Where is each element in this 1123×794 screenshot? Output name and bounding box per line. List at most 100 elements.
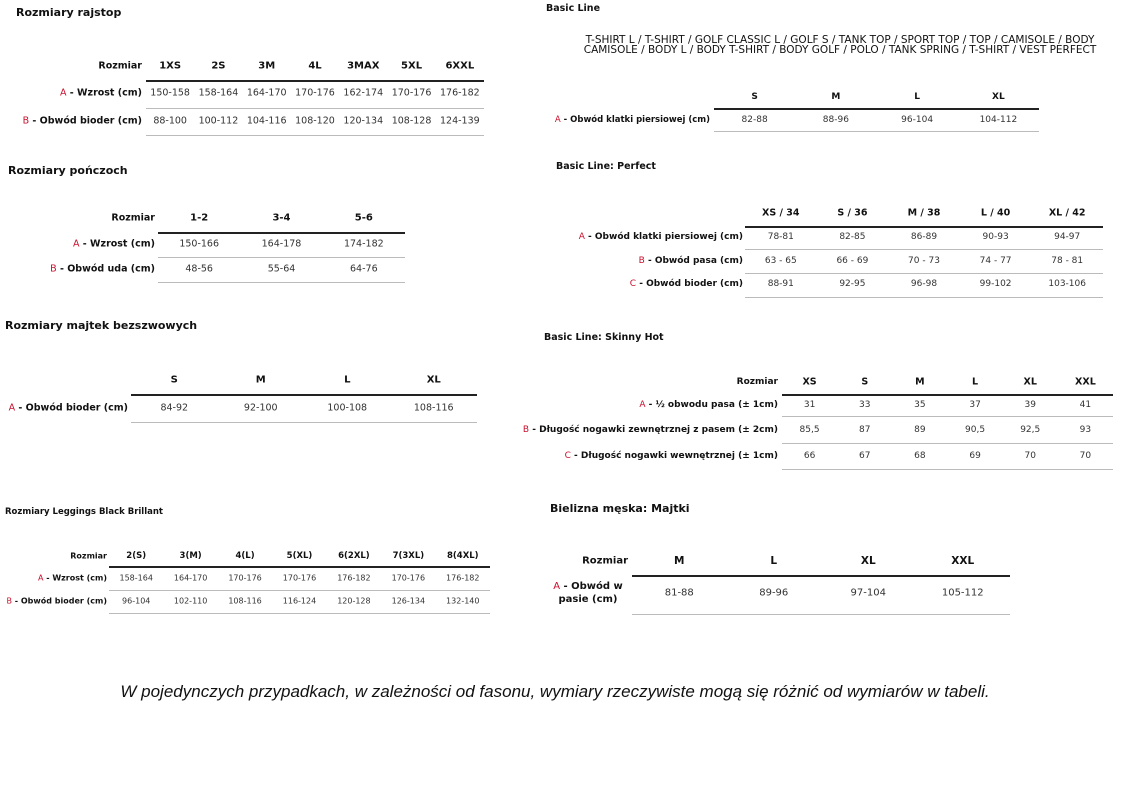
row-divider: [745, 297, 1103, 298]
row-letter: A: [37, 573, 44, 583]
table-cell: 99-102: [979, 279, 1012, 289]
size-column-header: 3M: [258, 60, 276, 72]
size-column-header: XS: [802, 376, 817, 388]
row-label: C - Długość nogawki wewnętrznej (± 1cm): [448, 451, 778, 461]
table-cell: 88-96: [822, 115, 849, 125]
size-column-header: XL / 42: [1048, 207, 1086, 219]
table-cell: 150-158: [150, 87, 190, 99]
size-column-header: M: [831, 92, 841, 102]
table-cell: 48-56: [185, 263, 213, 275]
size-column-header: XL: [992, 92, 1005, 102]
row-label-text: - ½ obwodu pasa (± 1cm): [645, 400, 778, 410]
table-cell: 89-96: [759, 587, 789, 599]
size-column-header: 1XS: [159, 60, 182, 72]
header-rule: [714, 108, 1039, 110]
size-column-header: S: [751, 92, 758, 102]
table-cell: 104-112: [979, 115, 1018, 125]
table-cell: 108-116: [413, 402, 454, 414]
row-label-text: - Obwód bioder (cm): [636, 279, 743, 289]
row-label-text: - Obwód klatki piersiowej (cm): [560, 115, 710, 125]
table-cell: 35: [914, 400, 926, 410]
row-label-text: - Obwód bioder (cm): [29, 115, 142, 127]
table-cell: 87: [859, 425, 871, 435]
row-divider: [109, 613, 490, 614]
table-cell: 120-128: [337, 596, 371, 606]
table-cell: 124-139: [439, 115, 480, 127]
row-label: A - Wzrost (cm): [0, 574, 107, 583]
table-cell: 92-100: [243, 402, 278, 414]
row-letter: B: [6, 596, 12, 606]
table-cell: 92-95: [839, 279, 866, 289]
table-cell: 63 - 65: [764, 256, 797, 266]
size-column-header: M: [674, 555, 685, 567]
table-title: Rozmiary pończoch: [8, 164, 128, 177]
size-column-header: 4L: [308, 60, 322, 72]
row-letter: B: [22, 115, 30, 127]
table-title: Rozmiary majtek bezszwowych: [5, 319, 198, 332]
table-cell: 102-110: [173, 596, 208, 606]
row-letter: A: [639, 400, 646, 410]
table-cell: 55-64: [267, 263, 296, 275]
header-rule: [158, 232, 405, 234]
table-cell: 164-178: [261, 238, 302, 250]
size-column-header: 7(3XL): [392, 551, 425, 561]
row-label: B - Obwód bioder (cm): [0, 597, 107, 606]
header-rule: [109, 566, 490, 568]
row-label: A - Obwód w pasie (cm): [548, 580, 628, 606]
size-column-header: M / 38: [907, 207, 941, 219]
table-cell: 81-88: [664, 587, 694, 599]
row-label: A - ½ obwodu pasa (± 1cm): [448, 400, 778, 410]
table-cell: 176-182: [337, 573, 371, 583]
header-rule: [131, 394, 477, 396]
table-cell: 158-164: [198, 87, 239, 99]
size-column-header: L: [770, 555, 778, 567]
size-header-label: Rozmiar: [98, 60, 142, 72]
row-label: B - Obwód uda (cm): [0, 264, 155, 275]
table-cell: 164-170: [173, 573, 208, 583]
table-cell: 70: [1024, 451, 1036, 461]
table-cell: 100-112: [198, 115, 239, 127]
row-label-text: - Długość nogawki zewnętrznej z pasem (±…: [529, 425, 778, 435]
table-cell: 69: [969, 451, 981, 461]
size-column-header: 2S: [211, 60, 226, 72]
row-label-text: - Obwód klatki piersiowej (cm): [584, 232, 743, 242]
row-divider: [146, 108, 484, 109]
table-cell: 96-104: [122, 596, 151, 606]
table-cell: 85,5: [799, 425, 820, 435]
size-column-header: 3MAX: [347, 60, 380, 72]
table-cell: 70 - 73: [908, 256, 940, 266]
table-cell: 41: [1079, 400, 1092, 410]
row-divider: [109, 590, 490, 591]
table-cell: 108-128: [391, 115, 432, 127]
row-letter: A: [8, 402, 16, 414]
table-cell: 66: [803, 451, 816, 461]
row-label-text: - Obwód bioder (cm): [11, 596, 107, 606]
row-label: A - Wzrost (cm): [0, 88, 142, 99]
row-label: B - Obwód bioder (cm): [0, 116, 142, 127]
row-label: A - Obwód klatki piersiowej (cm): [380, 115, 710, 125]
size-column-header: 3-4: [272, 212, 291, 224]
header-rule: [632, 575, 1010, 577]
row-divider: [745, 273, 1103, 274]
table-cell: 170-176: [295, 87, 335, 99]
row-letter: A: [60, 87, 67, 99]
table-cell: 86-89: [910, 232, 938, 242]
row-label: B - Obwód pasa (cm): [413, 256, 743, 266]
row-letter: A: [554, 115, 561, 125]
size-header-label: Rozmiar: [111, 212, 155, 224]
size-column-header: M: [915, 376, 925, 388]
table-title: Bielizna męska: Majtki: [550, 502, 690, 515]
table-cell: 132-140: [446, 596, 480, 606]
table-cell: 105-112: [941, 587, 984, 599]
table-cell: 33: [859, 400, 871, 410]
table-cell: 120-134: [343, 115, 384, 127]
table-cell: 162-174: [343, 87, 384, 99]
row-letter: C: [629, 279, 637, 289]
table-cell: 90,5: [965, 425, 986, 435]
size-column-header: 5(XL): [286, 551, 313, 561]
table-cell: 126-134: [391, 596, 426, 606]
footer-note: W pojedynczych przypadkach, w zależności…: [120, 682, 990, 701]
table-cell: 64-76: [350, 263, 378, 275]
table-cell: 170-176: [282, 573, 317, 583]
table-cell: 97-104: [850, 587, 886, 599]
